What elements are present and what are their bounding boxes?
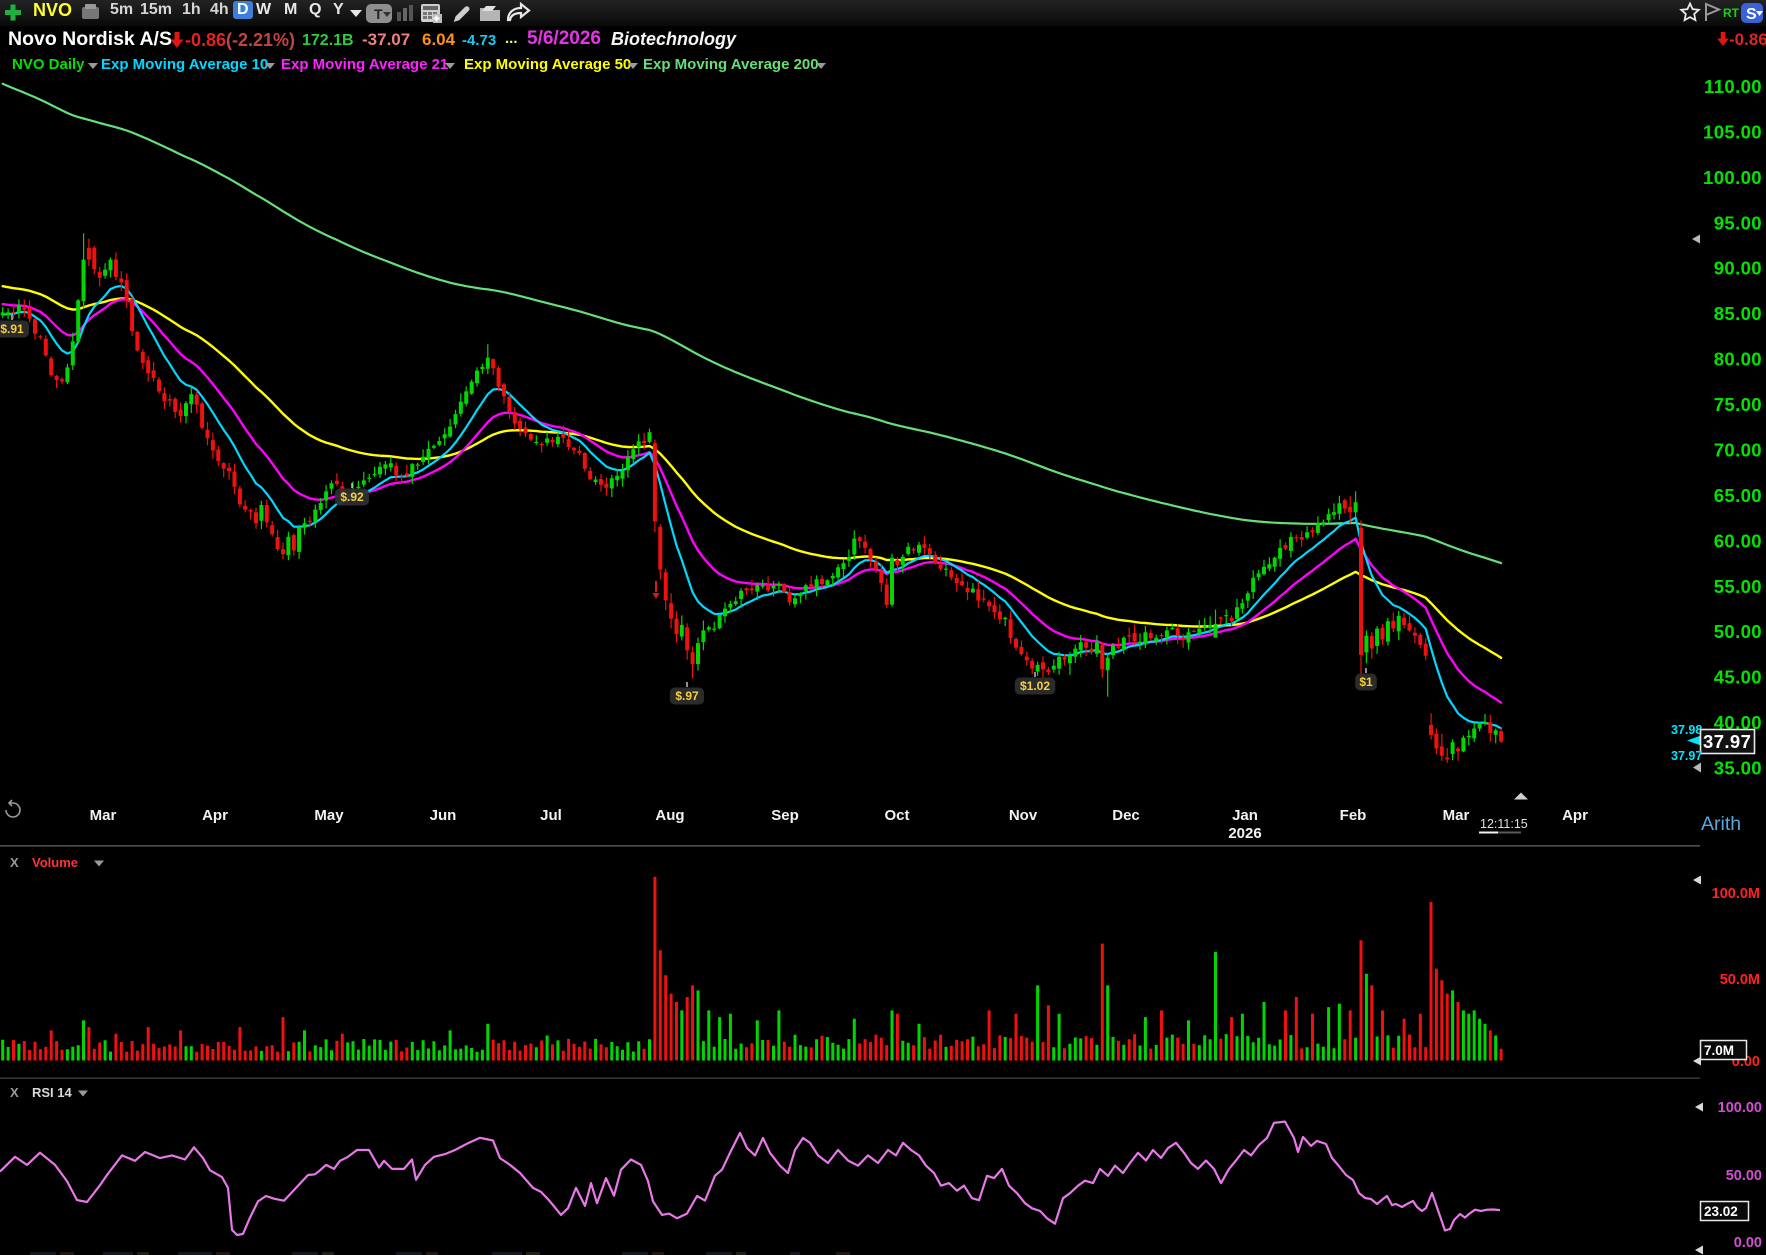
svg-text:Arith: Arith — [1701, 813, 1741, 835]
svg-text:Nov: Nov — [1009, 807, 1038, 824]
svg-text:95.00: 95.00 — [1714, 212, 1762, 233]
svg-text:50.0M: 50.0M — [1720, 972, 1760, 988]
svg-text:100.00: 100.00 — [1703, 167, 1762, 188]
svg-text:60.00: 60.00 — [1714, 530, 1762, 551]
svg-text:105.00: 105.00 — [1703, 121, 1762, 142]
svg-text:0.00: 0.00 — [1734, 1235, 1762, 1251]
svg-text:35.00: 35.00 — [1714, 758, 1762, 779]
svg-text:37.98: 37.98 — [1671, 723, 1702, 737]
svg-text:Feb: Feb — [1340, 807, 1367, 824]
svg-text:Jul: Jul — [540, 807, 562, 824]
svg-text:40.00: 40.00 — [1714, 712, 1762, 733]
svg-text:110.00: 110.00 — [1704, 78, 1762, 97]
svg-text:45.00: 45.00 — [1714, 667, 1762, 688]
svg-text:Jan: Jan — [1232, 807, 1258, 824]
svg-text:100.0M: 100.0M — [1712, 886, 1760, 902]
svg-text:Apr: Apr — [1562, 807, 1588, 824]
svg-text:Apr: Apr — [202, 807, 228, 824]
svg-text:S: S — [1746, 6, 1757, 23]
svg-text:37.97: 37.97 — [1703, 731, 1751, 752]
svg-text:X: X — [10, 1085, 19, 1100]
svg-text:50.00: 50.00 — [1714, 621, 1762, 642]
svg-text:Dec: Dec — [1112, 807, 1140, 824]
svg-text:Oct: Oct — [884, 807, 909, 824]
svg-text:85.00: 85.00 — [1714, 303, 1762, 324]
svg-text:Mar: Mar — [1443, 807, 1470, 824]
svg-text:75.00: 75.00 — [1714, 394, 1762, 415]
svg-text:65.00: 65.00 — [1714, 485, 1762, 506]
svg-text:55.00: 55.00 — [1714, 576, 1762, 597]
svg-text:$1.02: $1.02 — [1020, 679, 1050, 693]
svg-text:70.00: 70.00 — [1714, 440, 1762, 461]
svg-text:$.91: $.91 — [0, 322, 24, 336]
svg-text:7.0M: 7.0M — [1704, 1043, 1734, 1058]
svg-text:90.00: 90.00 — [1714, 258, 1762, 279]
svg-text:$.97: $.97 — [675, 689, 699, 703]
svg-text:100.00: 100.00 — [1718, 1100, 1762, 1116]
svg-text:$1: $1 — [1359, 675, 1373, 689]
svg-text:23.02: 23.02 — [1704, 1204, 1738, 1219]
svg-text:RSI 14: RSI 14 — [32, 1085, 73, 1100]
svg-text:Jun: Jun — [430, 807, 457, 824]
svg-text:X: X — [10, 855, 19, 870]
svg-text:May: May — [314, 807, 344, 824]
svg-text:Aug: Aug — [655, 807, 684, 824]
svg-text:12:11:15: 12:11:15 — [1480, 817, 1528, 831]
svg-text:RT: RT — [1723, 6, 1740, 20]
svg-text:Volume: Volume — [32, 855, 78, 870]
svg-text:37.97: 37.97 — [1671, 749, 1702, 763]
svg-text:T: T — [374, 6, 383, 22]
svg-text:50.00: 50.00 — [1726, 1168, 1762, 1184]
svg-text:Mar: Mar — [90, 807, 117, 824]
svg-text:$.92: $.92 — [340, 490, 364, 504]
svg-text:80.00: 80.00 — [1714, 349, 1762, 370]
svg-text:Sep: Sep — [771, 807, 799, 824]
svg-text:2026: 2026 — [1228, 825, 1261, 842]
